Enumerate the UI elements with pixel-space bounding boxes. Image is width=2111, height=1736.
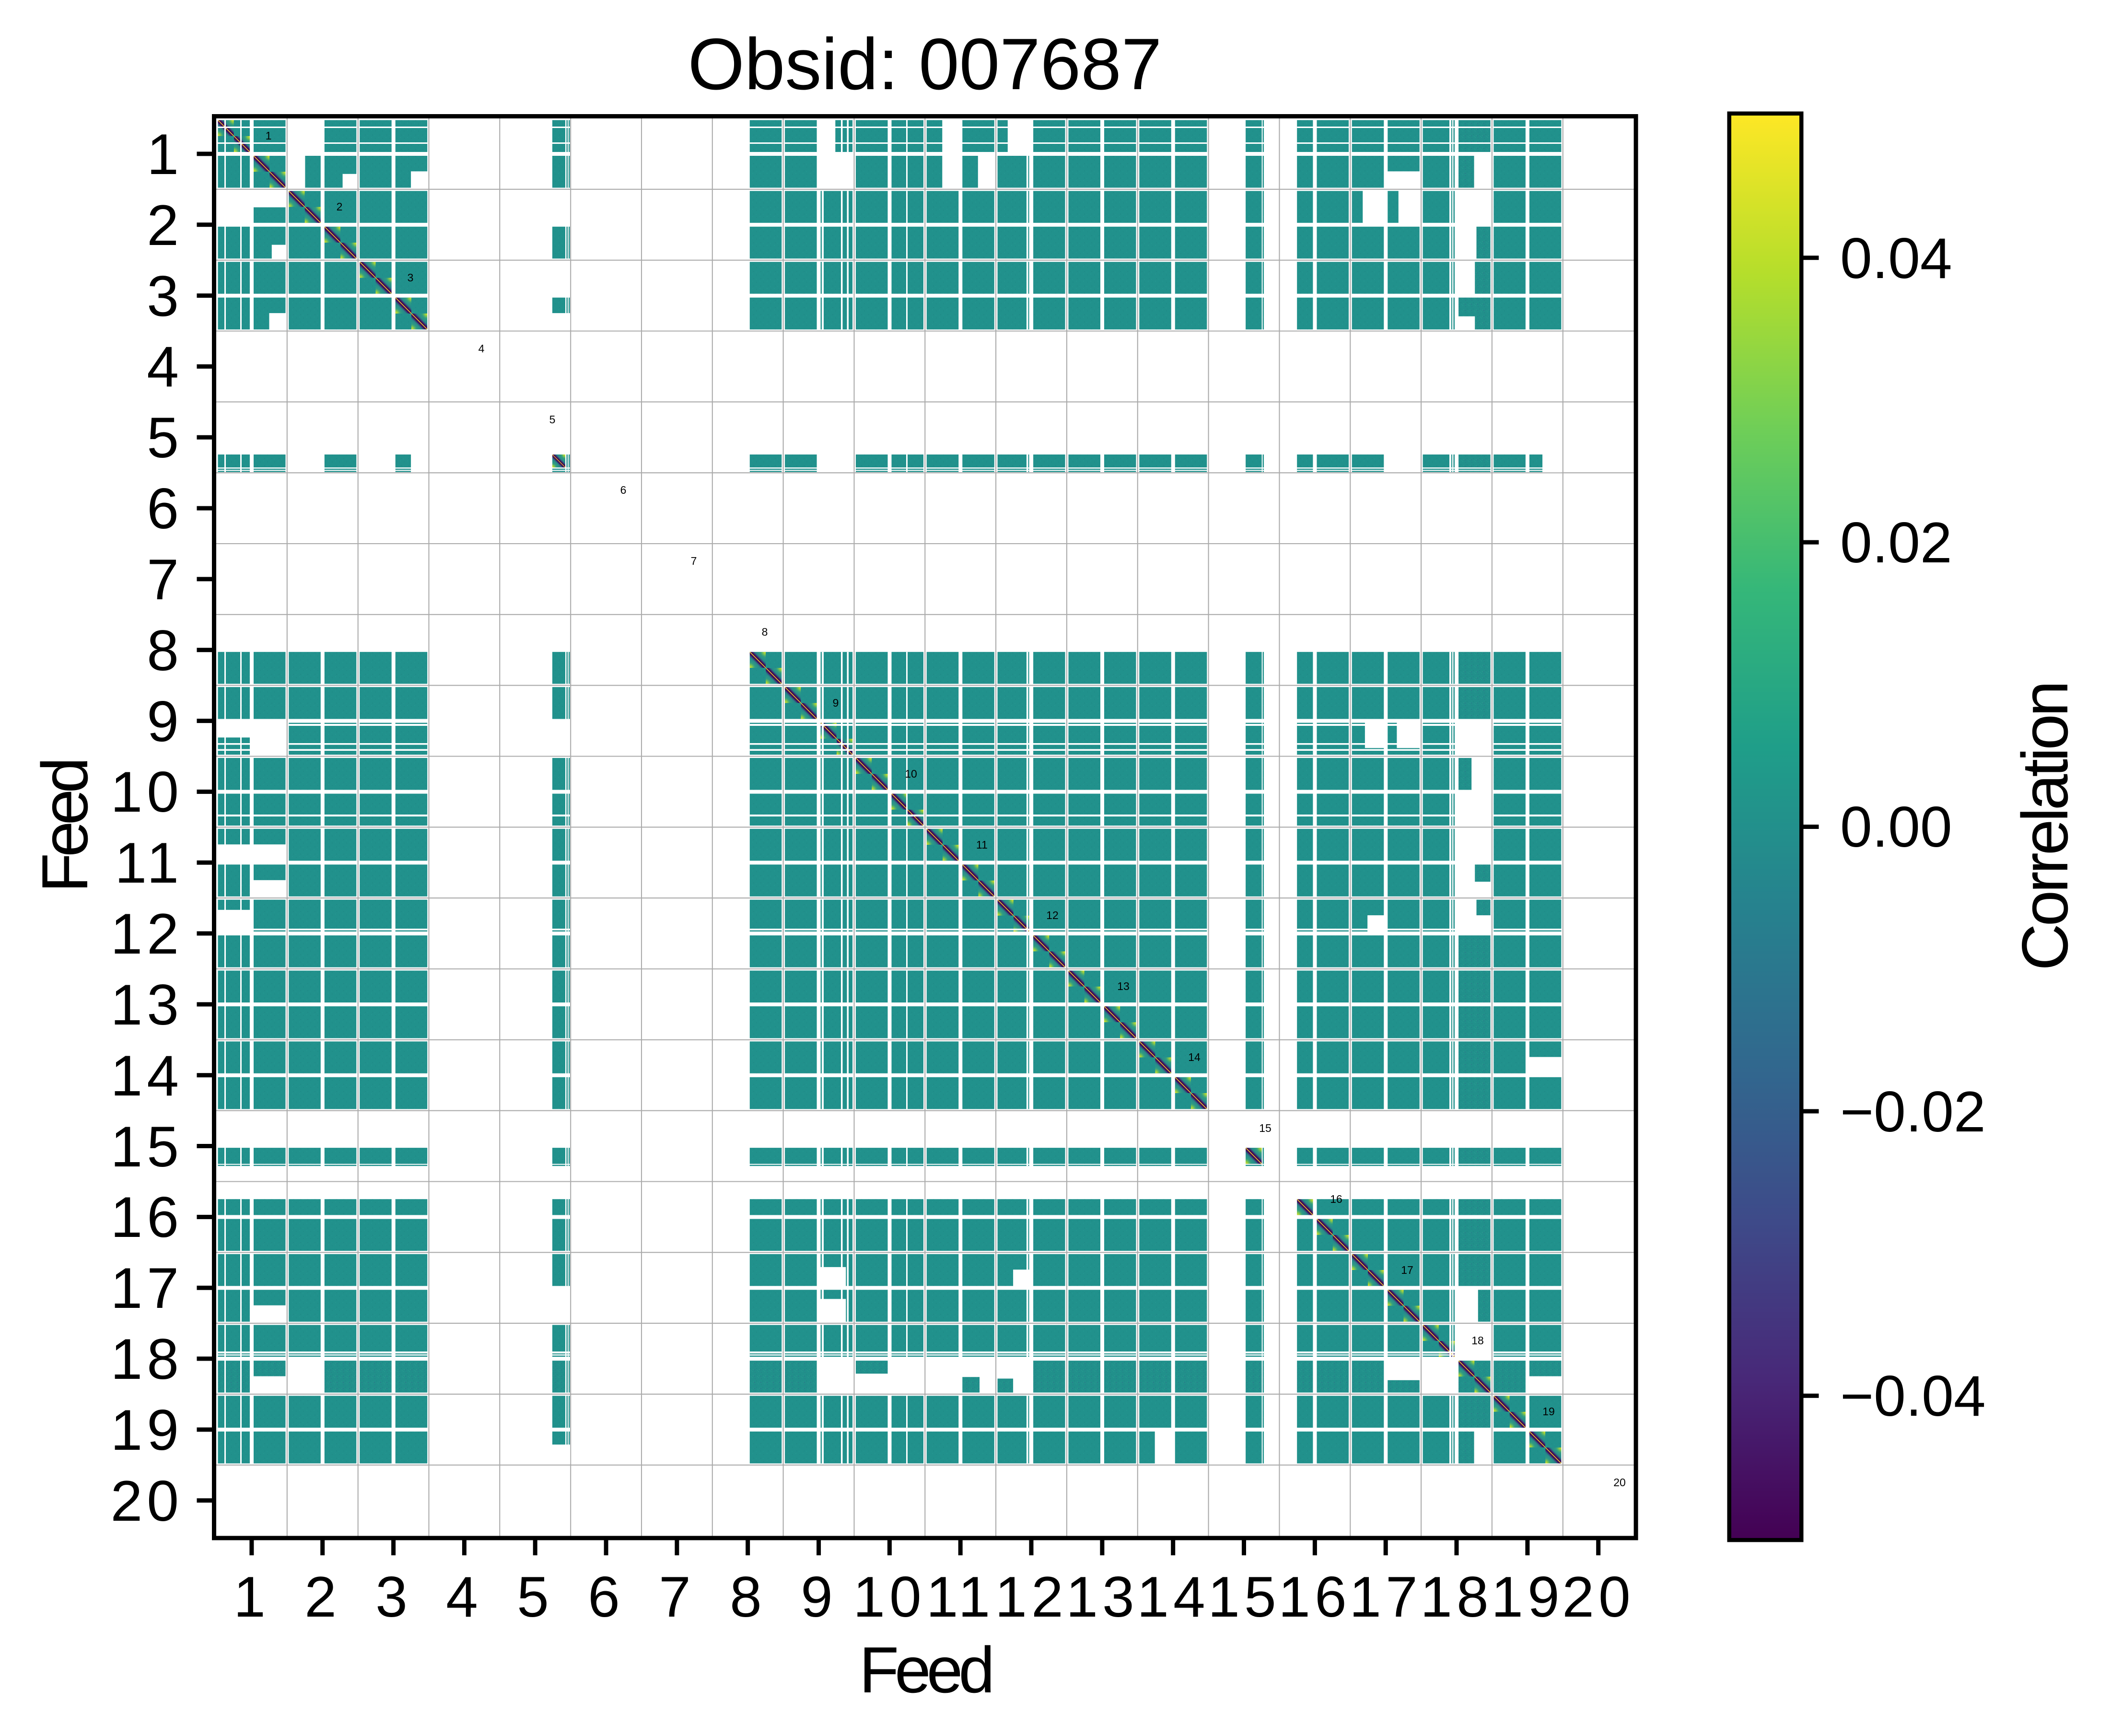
svg-text:11: 11 xyxy=(115,831,183,895)
svg-text:9: 9 xyxy=(147,689,183,754)
svg-text:6: 6 xyxy=(147,477,183,541)
svg-text:11: 11 xyxy=(976,839,988,851)
svg-text:13: 13 xyxy=(1117,980,1130,992)
svg-text:14: 14 xyxy=(1188,1051,1201,1063)
svg-text:10: 10 xyxy=(905,768,917,780)
svg-text:1: 1 xyxy=(233,1565,270,1629)
svg-text:13: 13 xyxy=(111,973,183,1037)
svg-text:0.02: 0.02 xyxy=(1840,511,1952,575)
svg-text:0.04: 0.04 xyxy=(1840,226,1952,291)
svg-text:14: 14 xyxy=(1137,1565,1209,1629)
svg-text:Feed: Feed xyxy=(859,1633,991,1706)
svg-text:4: 4 xyxy=(478,342,485,355)
svg-text:13: 13 xyxy=(1066,1565,1138,1629)
svg-text:2: 2 xyxy=(304,1565,341,1629)
svg-text:1: 1 xyxy=(147,122,183,186)
svg-text:−0.02: −0.02 xyxy=(1840,1080,1986,1144)
svg-text:Correlation: Correlation xyxy=(2008,683,2081,970)
svg-text:16: 16 xyxy=(1278,1565,1351,1629)
svg-text:18: 18 xyxy=(1471,1334,1484,1347)
svg-text:15: 15 xyxy=(1259,1122,1271,1134)
svg-text:17: 17 xyxy=(1401,1264,1413,1276)
svg-text:17: 17 xyxy=(1349,1565,1422,1629)
svg-text:Obsid: 007687: Obsid: 007687 xyxy=(688,23,1162,105)
svg-text:5: 5 xyxy=(549,413,556,426)
svg-text:3: 3 xyxy=(408,271,414,284)
svg-text:7: 7 xyxy=(691,555,697,567)
svg-text:17: 17 xyxy=(111,1256,183,1320)
svg-text:15: 15 xyxy=(1208,1565,1280,1629)
svg-text:16: 16 xyxy=(1330,1193,1342,1205)
svg-text:4: 4 xyxy=(147,335,183,399)
svg-text:−0.04: −0.04 xyxy=(1840,1364,1986,1428)
svg-text:18: 18 xyxy=(111,1327,183,1391)
svg-text:8: 8 xyxy=(762,626,768,638)
svg-text:3: 3 xyxy=(147,264,183,328)
svg-text:8: 8 xyxy=(730,1565,766,1629)
svg-text:6: 6 xyxy=(588,1565,624,1629)
svg-text:2: 2 xyxy=(337,200,343,213)
svg-text:10: 10 xyxy=(853,1565,925,1629)
svg-text:Feed: Feed xyxy=(28,761,101,893)
svg-text:7: 7 xyxy=(147,548,183,612)
svg-text:19: 19 xyxy=(1491,1565,1563,1629)
svg-text:5: 5 xyxy=(517,1565,553,1629)
svg-text:1: 1 xyxy=(266,129,272,142)
svg-text:18: 18 xyxy=(1420,1565,1493,1629)
svg-text:12: 12 xyxy=(1046,909,1059,921)
svg-text:8: 8 xyxy=(147,618,183,683)
svg-text:12: 12 xyxy=(111,902,183,966)
svg-text:4: 4 xyxy=(446,1565,482,1629)
svg-text:10: 10 xyxy=(111,760,183,824)
svg-text:5: 5 xyxy=(147,406,183,470)
svg-text:19: 19 xyxy=(111,1398,183,1462)
svg-text:9: 9 xyxy=(801,1565,837,1629)
svg-text:12: 12 xyxy=(995,1565,1067,1629)
svg-text:16: 16 xyxy=(111,1185,183,1249)
svg-text:11: 11 xyxy=(926,1565,995,1629)
svg-text:20: 20 xyxy=(1613,1476,1626,1489)
svg-text:20: 20 xyxy=(1562,1565,1634,1629)
svg-text:19: 19 xyxy=(1542,1405,1555,1418)
svg-text:2: 2 xyxy=(147,193,183,257)
svg-text:9: 9 xyxy=(833,697,839,709)
svg-text:7: 7 xyxy=(659,1565,695,1629)
svg-text:6: 6 xyxy=(620,484,627,496)
svg-text:20: 20 xyxy=(111,1469,183,1533)
svg-text:0.00: 0.00 xyxy=(1840,795,1952,859)
svg-text:15: 15 xyxy=(111,1115,183,1179)
svg-text:3: 3 xyxy=(375,1565,412,1629)
svg-text:14: 14 xyxy=(111,1044,183,1108)
